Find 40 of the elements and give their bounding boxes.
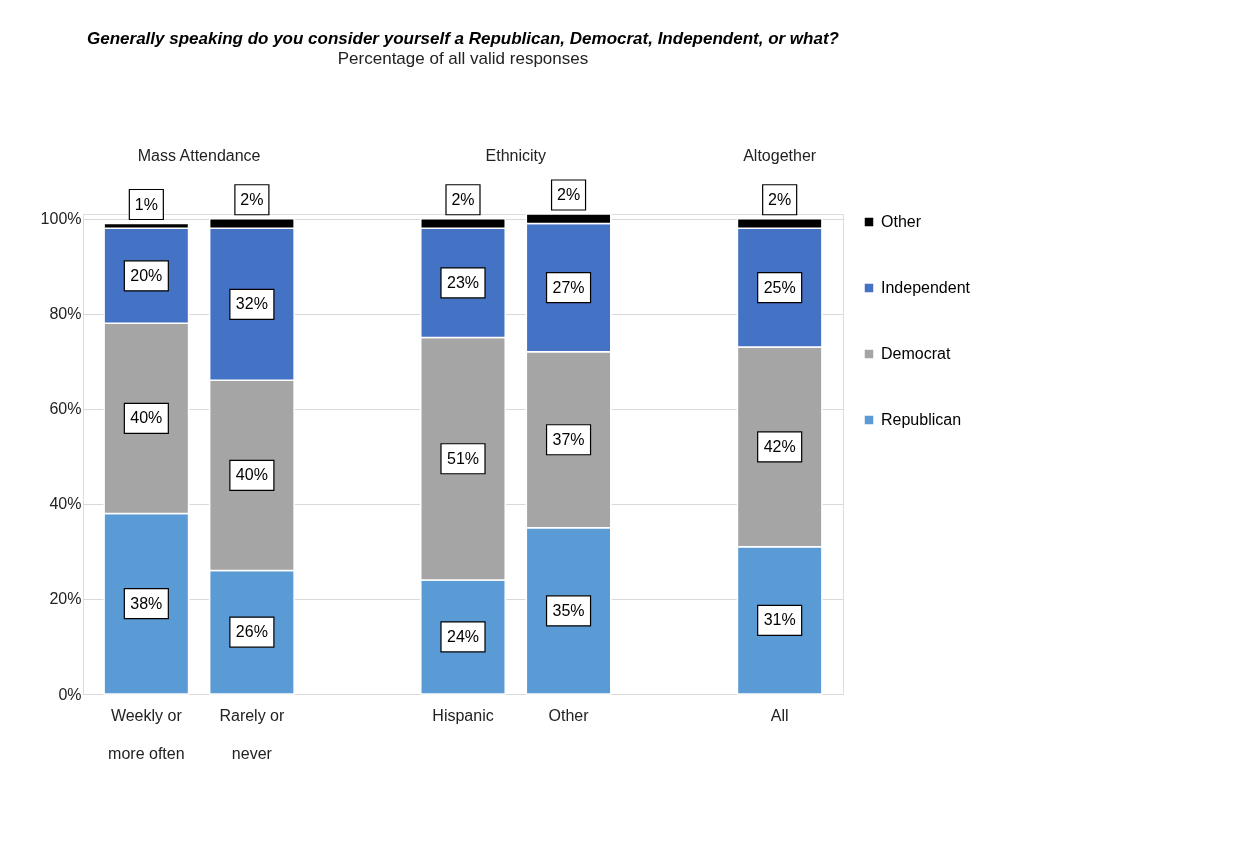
- data-label: 2%: [240, 190, 264, 208]
- category-label: Rarely or never: [219, 707, 285, 762]
- y-tick-label: 100%: [40, 210, 82, 228]
- category-label: Weekly or more often: [108, 707, 185, 762]
- text: Ethnicity: [485, 147, 547, 164]
- chart-subtitle: Percentage of all valid responses: [337, 49, 589, 68]
- data-label: 38%: [130, 594, 163, 612]
- data-label: 27%: [552, 278, 585, 296]
- data-label: 51%: [446, 449, 480, 467]
- data-label: 2%: [451, 190, 475, 208]
- data-label: 20%: [130, 266, 163, 284]
- text: Mass Attendance: [137, 147, 261, 164]
- legend-label: Republican: [881, 411, 962, 428]
- data-label: 23%: [446, 273, 480, 291]
- data-label: 40%: [235, 466, 268, 484]
- data-label: 24%: [446, 627, 480, 645]
- x-tick-label: Hispanic: [432, 707, 494, 724]
- x-tick-label: All: [770, 707, 789, 724]
- legend-label: Other: [881, 213, 922, 230]
- data-label: 37%: [552, 430, 585, 448]
- y-tick-label: 80%: [49, 305, 82, 323]
- data-label: 1%: [134, 195, 158, 213]
- data-label: 31%: [763, 611, 796, 629]
- y-tick-label: 60%: [49, 400, 82, 418]
- data-label: 42%: [763, 437, 796, 455]
- data-label: 2%: [768, 190, 792, 208]
- data-label: 2%: [556, 186, 581, 203]
- y-tick-label: 40%: [49, 495, 82, 513]
- chart-title: Generally speaking do you consider yourself a Republican, Democrat, Independent, or what?: [87, 29, 840, 48]
- text: Altogether: [743, 147, 817, 164]
- y-tick-label: 0%: [58, 685, 82, 703]
- data-label: 32%: [235, 295, 268, 313]
- data-label: 25%: [763, 278, 796, 296]
- legend-label: Independent: [881, 279, 971, 296]
- data-label: 26%: [235, 623, 268, 641]
- data-label: 35%: [552, 601, 585, 619]
- x-tick-label: Other: [548, 707, 590, 724]
- legend-label: Democrat: [881, 345, 951, 362]
- y-tick-label: 20%: [49, 590, 82, 608]
- data-label: 40%: [130, 409, 163, 427]
